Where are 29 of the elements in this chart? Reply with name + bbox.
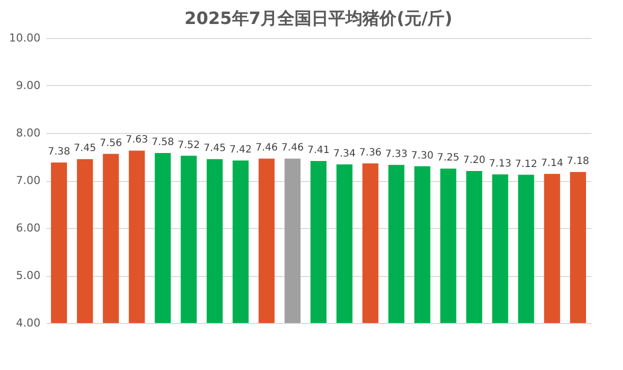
- data-label: 7.34: [333, 148, 356, 160]
- y-tick-label: 7.00: [16, 174, 40, 187]
- data-label: 7.12: [514, 158, 538, 170]
- y-tick-label: 10.00: [9, 32, 40, 44]
- data-label: 7.56: [100, 138, 122, 149]
- data-label: 7.36: [359, 147, 382, 158]
- y-tick-label: 5.00: [16, 269, 40, 282]
- data-label: 7.13: [489, 158, 512, 170]
- data-label: 7.52: [178, 140, 200, 151]
- data-label: 7.25: [437, 152, 460, 164]
- y-tick-label: 9.00: [16, 79, 40, 92]
- data-label: 7.46: [281, 142, 304, 154]
- data-label: 7.38: [48, 146, 70, 158]
- y-tick-label: 8.00: [16, 126, 40, 140]
- chart-title: 2025年7月全国日平均猪价(元/斤): [184, 9, 452, 29]
- data-label: 7.20: [463, 155, 486, 166]
- data-label: 7.41: [307, 145, 330, 156]
- data-label: 7.33: [385, 148, 408, 160]
- data-label: 7.30: [411, 150, 434, 162]
- y-tick-label: 6.00: [16, 222, 40, 234]
- data-label: 7.45: [74, 143, 96, 154]
- data-label: 7.42: [230, 144, 252, 156]
- y-tick-label: 4.00: [16, 316, 40, 330]
- data-label: 7.18: [566, 156, 590, 167]
- data-label: 7.58: [152, 136, 174, 148]
- data-label: 7.46: [255, 142, 278, 154]
- data-label: 7.14: [540, 158, 564, 169]
- data-label: 7.63: [126, 134, 148, 146]
- data-label: 7.45: [204, 143, 226, 154]
